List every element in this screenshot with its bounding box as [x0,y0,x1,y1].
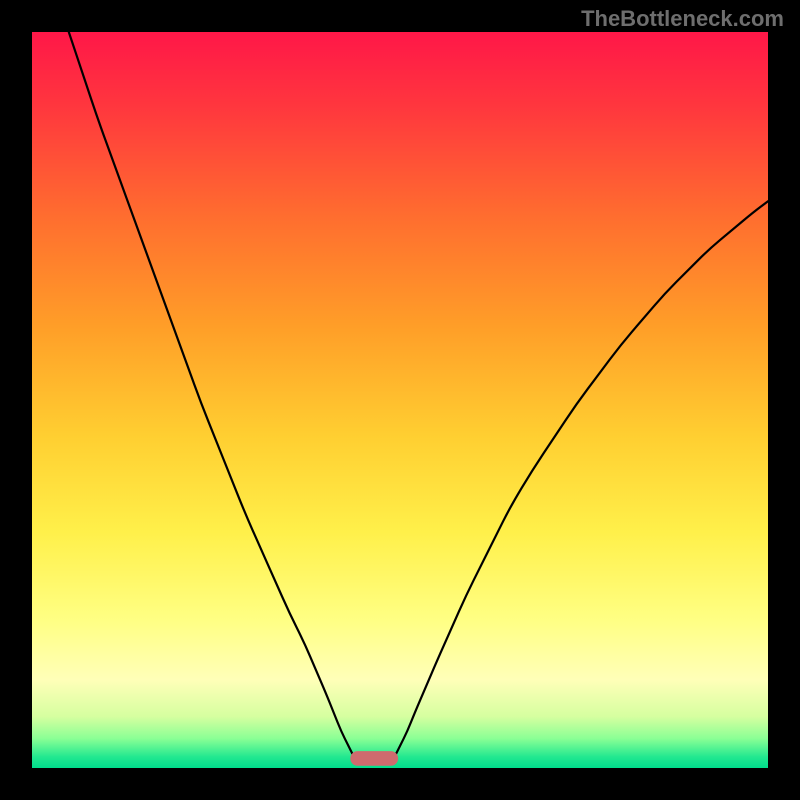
watermark-text: TheBottleneck.com [581,6,784,32]
chart-background [32,32,768,768]
chart-svg [32,32,768,768]
bottleneck-marker [350,751,398,766]
chart-container [32,32,768,768]
